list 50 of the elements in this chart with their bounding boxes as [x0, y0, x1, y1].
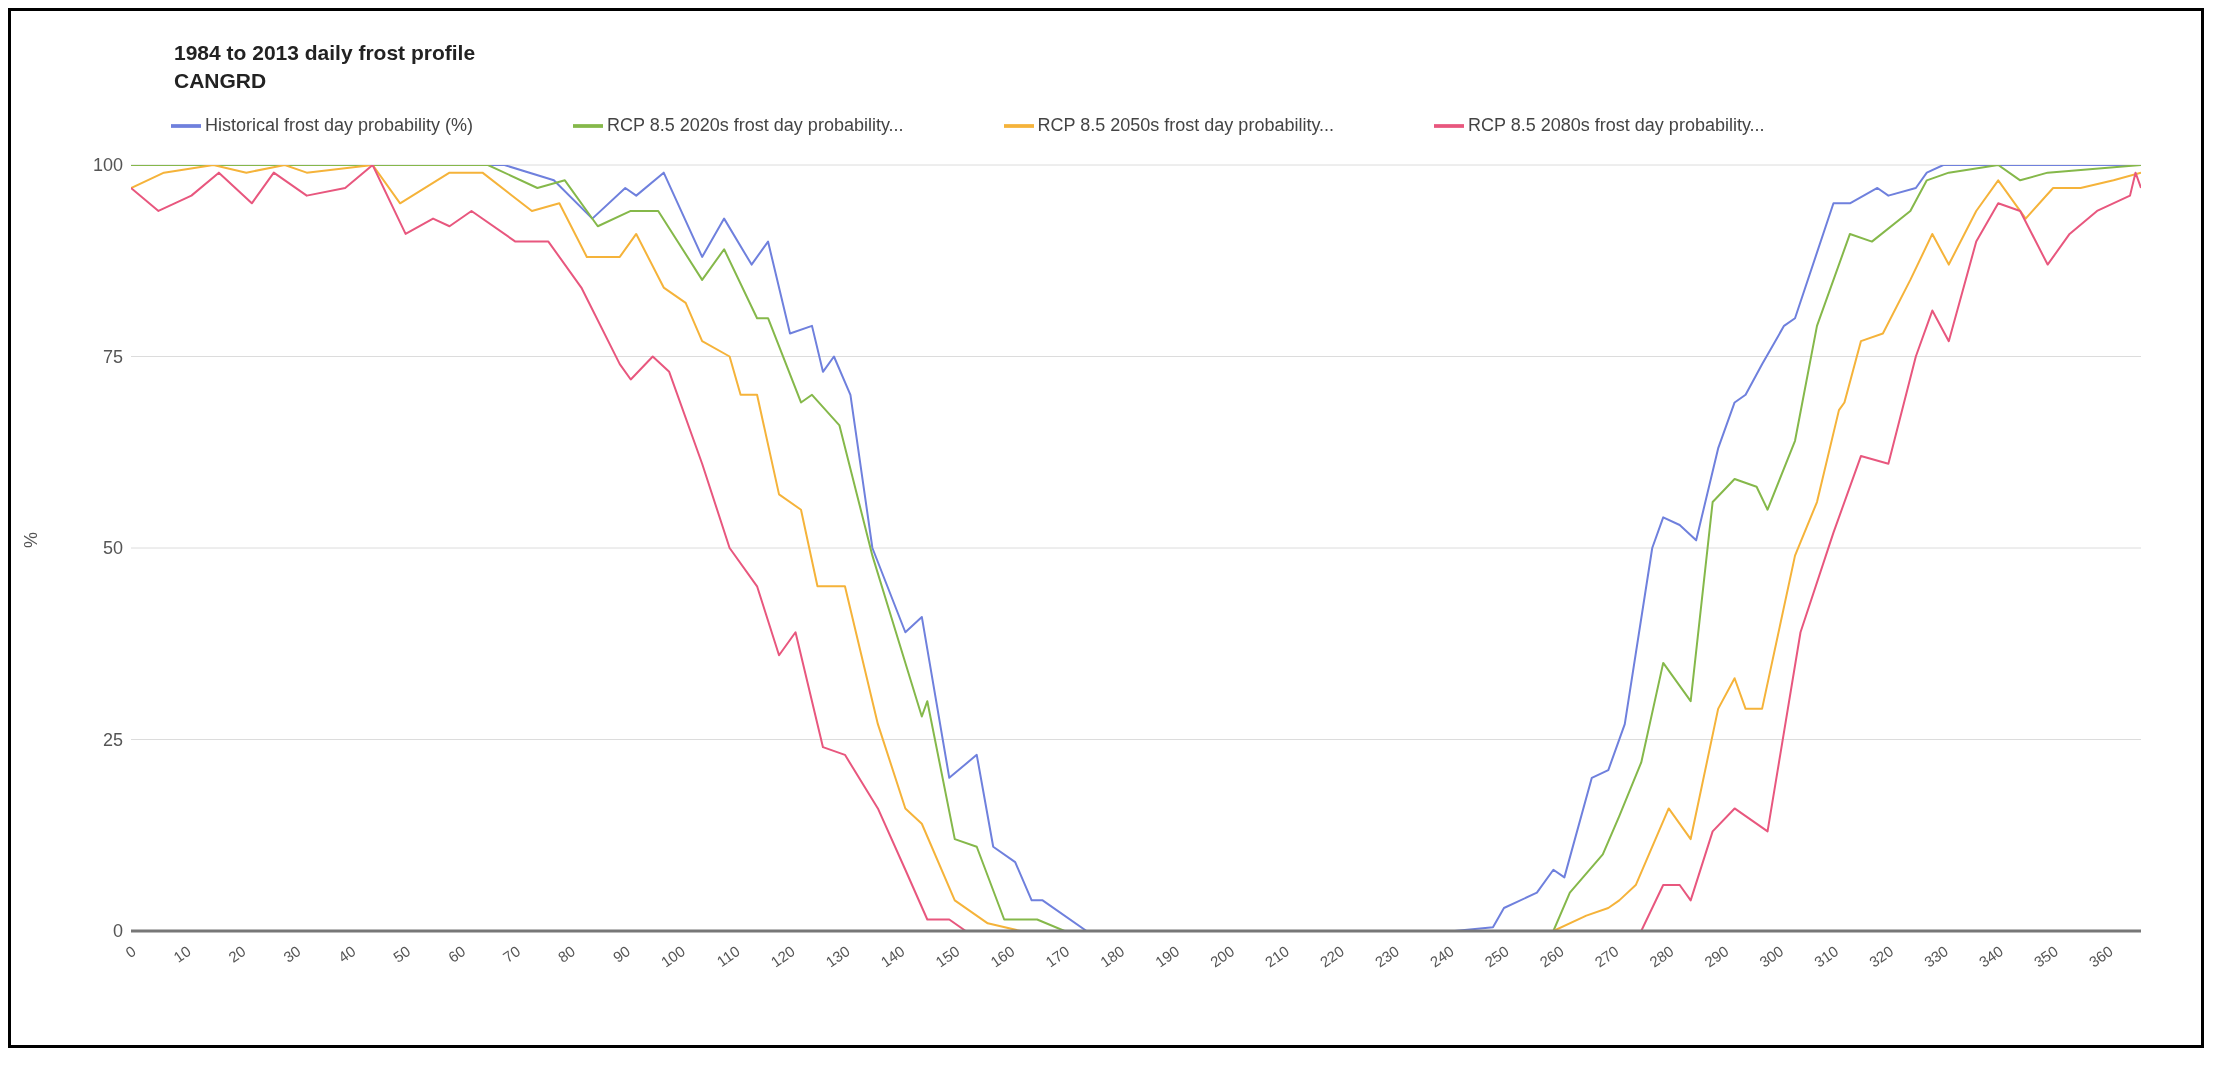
x-tick-label: 260	[1536, 942, 1567, 971]
x-tick-label: 120	[767, 942, 798, 971]
x-tick-label: 190	[1152, 942, 1183, 971]
x-tick-label: 320	[1865, 942, 1897, 971]
x-tick-label: 290	[1701, 942, 1732, 971]
x-tick-label: 350	[2030, 942, 2061, 971]
y-axis-title: %	[21, 531, 42, 548]
x-tick-label: 200	[1206, 942, 1238, 971]
x-tick-label: 340	[1975, 942, 2007, 971]
x-tick-label: 70	[499, 942, 524, 966]
chart-subtitle: CANGRD	[174, 68, 268, 94]
x-tick-label: 240	[1426, 942, 1457, 971]
x-tick-label: 220	[1316, 942, 1348, 971]
x-tick-label: 20	[225, 942, 249, 966]
x-tick-label: 50	[390, 942, 414, 966]
y-tick-label: 25	[102, 729, 123, 750]
x-tick-label: 10	[170, 942, 194, 966]
x-tick-label: 30	[280, 942, 304, 966]
x-tick-label: 250	[1481, 942, 1512, 971]
x-tick-label: 110	[713, 942, 743, 970]
x-tick-label: 130	[822, 942, 853, 971]
x-tick-label: 60	[444, 942, 469, 966]
x-tick-label: 310	[1811, 942, 1842, 971]
x-tick-label: 230	[1371, 942, 1402, 971]
y-tick-label: 50	[102, 538, 123, 559]
x-tick-label: 170	[1042, 942, 1073, 971]
x-tick-label: 270	[1591, 942, 1622, 971]
x-tick-label: 90	[609, 942, 634, 966]
x-tick-label: 80	[554, 942, 579, 966]
x-tick-label: 0	[122, 942, 139, 961]
y-tick-label: 0	[112, 921, 123, 942]
x-tick-label: 300	[1756, 942, 1787, 971]
x-tick-label: 280	[1646, 942, 1677, 971]
x-tick-label: 360	[2085, 942, 2116, 971]
legend-label: RCP 8.5 2050s frost day probability...	[1037, 114, 1335, 135]
x-tick-label: 100	[657, 942, 689, 971]
legend-label: Historical frost day probability (%)	[205, 114, 474, 135]
y-tick-label: 100	[92, 155, 123, 176]
x-tick-label: 150	[932, 942, 963, 971]
x-tick-label: 210	[1261, 942, 1293, 971]
x-tick-label: 180	[1097, 942, 1128, 971]
line-series	[131, 165, 2141, 931]
x-tick-label: 330	[1920, 942, 1952, 971]
y-tick-label: 75	[102, 346, 123, 367]
chart-title: 1984 to 2013 daily frost profile	[174, 40, 476, 66]
x-tick-label: 40	[335, 942, 359, 966]
x-tick-label: 160	[987, 942, 1018, 971]
x-tick-label: 140	[877, 942, 908, 971]
legend-label: RCP 8.5 2020s frost day probability...	[607, 114, 904, 135]
legend-label: RCP 8.5 2080s frost day probability...	[1468, 114, 1765, 135]
